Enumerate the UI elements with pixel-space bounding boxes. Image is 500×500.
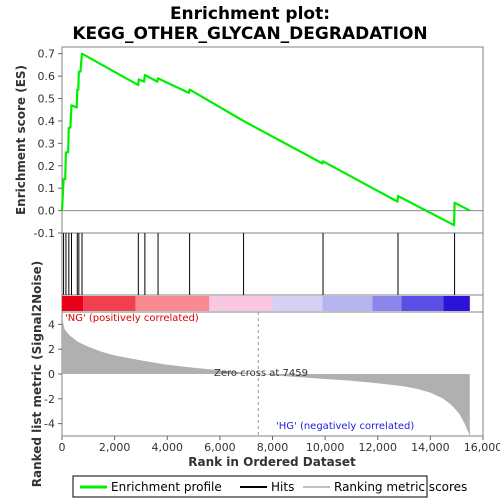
- ranked-ytick-label: 4: [48, 318, 55, 331]
- x-tick-label: 8,000: [257, 441, 289, 454]
- x-axis-title: Rank in Ordered Dataset: [188, 455, 356, 469]
- es-ytick-label: 0.0: [38, 205, 56, 218]
- es-ytick-label: 0.3: [38, 137, 56, 150]
- x-tick-label: 16,000: [464, 441, 500, 454]
- es-ytick-label: 0.4: [38, 115, 56, 128]
- positive-correlation-label: 'NG' (positively correlated): [65, 313, 199, 324]
- x-tick-label: 12,000: [359, 441, 398, 454]
- color-bar-segment: [209, 296, 273, 311]
- x-tick-label: 6,000: [204, 441, 236, 454]
- color-bar-segment: [62, 296, 84, 311]
- legend-label-hits: Hits: [271, 480, 294, 494]
- color-bar-segment: [401, 296, 444, 311]
- legend-label-enrichment: Enrichment profile: [111, 480, 222, 494]
- color-bar-segment: [372, 296, 402, 311]
- es-ytick-label: 0.2: [38, 160, 56, 173]
- ranked-ytick-label: 0: [48, 368, 55, 381]
- color-bar-segment: [443, 296, 470, 311]
- es-ytick-label: -0.1: [34, 227, 55, 240]
- legend: Enrichment profile Hits Ranking metric s…: [72, 475, 467, 498]
- ranked-axis-title: Ranked list metric (Signal2Noise): [30, 261, 44, 488]
- chart-title-line2: KEGG_OTHER_GLYCAN_DEGRADATION: [72, 24, 427, 44]
- ranked-ytick-label: -2: [44, 393, 55, 406]
- color-bar-segment: [83, 296, 136, 311]
- es-ytick-label: 0.1: [38, 182, 56, 195]
- x-tick-label: 0: [59, 441, 66, 454]
- legend-label-ranking: Ranking metric scores: [334, 480, 467, 494]
- ranked-ytick-label: -4: [44, 418, 55, 431]
- ranked-ytick-label: 2: [48, 343, 55, 356]
- x-tick-label: 4,000: [152, 441, 184, 454]
- x-tick-label: 14,000: [411, 441, 450, 454]
- es-axis-title: Enrichment score (ES): [14, 65, 28, 215]
- enrichment-profile-line: [60, 52, 471, 227]
- ranking-metric-area: [62, 317, 470, 436]
- es-ytick-label: 0.7: [38, 48, 56, 61]
- es-ytick-label: 0.6: [38, 70, 56, 83]
- x-tick-label: 2,000: [99, 441, 131, 454]
- chart-title-line1: Enrichment plot:: [170, 4, 330, 24]
- es-panel-frame: [61, 46, 484, 234]
- negative-correlation-label: 'HG' (negatively correlated): [276, 421, 414, 432]
- hits-panel-frame: [61, 232, 484, 296]
- es-ytick-label: 0.5: [38, 93, 56, 106]
- x-tick-label: 10,000: [306, 441, 345, 454]
- color-bar-segment: [272, 296, 323, 311]
- zero-cross-label: Zero cross at 7459: [214, 368, 308, 379]
- color-bar-segment: [322, 296, 373, 311]
- color-bar-segment: [135, 296, 210, 311]
